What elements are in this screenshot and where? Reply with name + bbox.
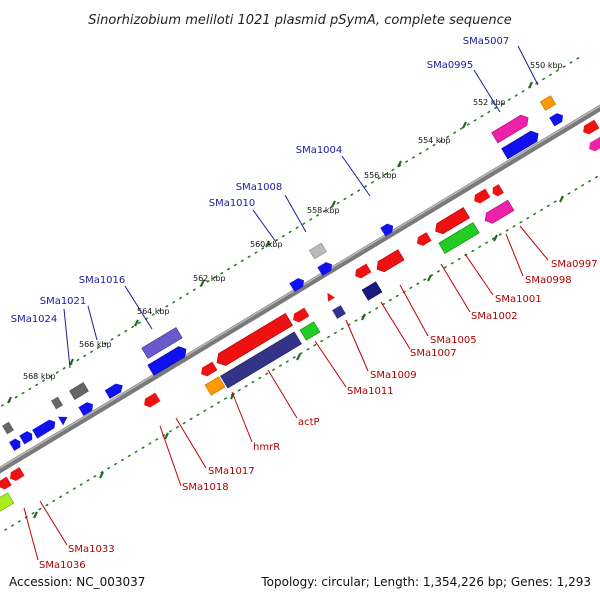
top-leader-lines (63, 45, 539, 369)
gene-feature (0, 476, 12, 490)
gene-label-sma1005[interactable]: SMa1005 (430, 335, 477, 346)
gene-label-smA5007[interactable]: SMa5007 (463, 36, 510, 47)
gene-feature (491, 114, 529, 144)
scale-label: 552 kbp (473, 98, 506, 107)
gene-feature (78, 402, 94, 416)
gene-label-sma0995[interactable]: SMa0995 (427, 60, 474, 71)
gene-feature (57, 416, 68, 426)
upper-major-ticks (7, 81, 533, 404)
scale-label: 568 kbp (23, 372, 56, 381)
upper-tick-row (0, 56, 581, 408)
gene-feature (220, 331, 302, 389)
gene-feature (435, 207, 470, 235)
bottom-strand-genes (0, 119, 600, 512)
topology-summary: Topology: circular; Length: 1,354,226 bp… (260, 575, 591, 589)
gene-feature (361, 281, 383, 301)
gene-feature (9, 467, 25, 481)
gene-feature (327, 292, 335, 302)
gene-label-sma1001[interactable]: SMa1001 (495, 294, 542, 305)
gene-label-actp[interactable]: actP (298, 417, 320, 428)
gene-feature (289, 278, 305, 292)
gene-label-sma1017[interactable]: SMa1017 (208, 466, 255, 477)
gene-label-sma1024[interactable]: SMa1024 (11, 314, 58, 325)
gene-label-sma1036[interactable]: SMa1036 (39, 560, 86, 571)
gene-feature (0, 492, 15, 512)
scale-label: 562 kbp (193, 274, 226, 283)
gene-label-sma1011[interactable]: SMa1011 (347, 386, 394, 397)
gene-label-sma1008[interactable]: SMa1008 (236, 182, 283, 193)
gene-feature (492, 184, 504, 197)
gene-feature (293, 307, 310, 323)
top-gene-labels: SMa5007 SMa0995 SMa1004 SMa1008 SMa1010 … (11, 36, 510, 325)
gene-feature (539, 95, 557, 111)
scale-label: 560 kbp (250, 240, 283, 249)
gene-feature (50, 396, 64, 410)
gene-label-sma1002[interactable]: SMa1002 (471, 311, 518, 322)
gene-label-sma1009[interactable]: SMa1009 (370, 370, 417, 381)
gene-feature (299, 321, 321, 341)
gene-label-sma1010[interactable]: SMa1010 (209, 198, 256, 209)
gene-feature (583, 119, 600, 135)
gene-feature (147, 346, 187, 376)
gene-feature (1, 421, 15, 435)
gene-label-sma1018[interactable]: SMa1018 (182, 482, 229, 493)
gene-feature (9, 438, 21, 451)
gene-feature (204, 376, 226, 396)
lower-major-ticks (33, 195, 564, 519)
gene-feature (216, 312, 294, 366)
gene-label-sma1021[interactable]: SMa1021 (40, 296, 87, 307)
gene-feature (355, 263, 372, 279)
gene-label-sma1007[interactable]: SMa1007 (410, 348, 457, 359)
gene-feature (32, 419, 56, 439)
gene-feature (309, 242, 327, 260)
scale-label: 558 kbp (307, 206, 340, 215)
gene-feature (416, 232, 432, 246)
top-strand-genes (1, 95, 564, 451)
gene-feature (501, 130, 539, 160)
gene-feature (474, 188, 491, 204)
gene-feature (332, 305, 346, 319)
gene-label-sma0997[interactable]: SMa0997 (551, 259, 598, 270)
gene-feature (484, 199, 515, 224)
gene-feature (438, 222, 480, 254)
gene-feature (19, 431, 33, 445)
gene-feature (549, 113, 564, 127)
scale-label: 554 kbp (418, 136, 451, 145)
scale-label: 564 kbp (137, 307, 170, 316)
gene-feature (376, 249, 405, 273)
gene-feature (380, 223, 394, 237)
map-title: Sinorhizobium meliloti 1021 plasmid pSym… (88, 13, 511, 28)
gene-feature (69, 382, 89, 400)
gene-feature (141, 327, 183, 359)
gene-feature (589, 136, 600, 152)
gene-feature (144, 392, 161, 408)
accession-text: Accession: NC_003037 (9, 575, 145, 589)
gene-label-sma1033[interactable]: SMa1033 (68, 544, 115, 555)
gene-label-sma1016[interactable]: SMa1016 (79, 275, 126, 286)
scale-label: 566 kbp (79, 340, 112, 349)
gene-label-sma1004[interactable]: SMa1004 (296, 145, 343, 156)
bottom-gene-labels: SMa0997 SMa0998 SMa1001 SMa1002 SMa1005 … (39, 259, 598, 571)
lower-tick-row (4, 174, 600, 531)
scale-label: 550 kbp (530, 61, 563, 70)
gene-feature (104, 383, 123, 399)
gene-label-sma0998[interactable]: SMa0998 (525, 275, 572, 286)
scale-label: 556 kbp (364, 171, 397, 180)
bottom-leader-lines (23, 225, 549, 561)
gene-label-hmrr[interactable]: hmrR (253, 442, 280, 453)
gene-feature (317, 262, 333, 276)
scale-labels: 550 kbp 552 kbp 554 kbp 556 kbp 558 kbp … (23, 61, 563, 381)
gene-feature (201, 361, 218, 377)
